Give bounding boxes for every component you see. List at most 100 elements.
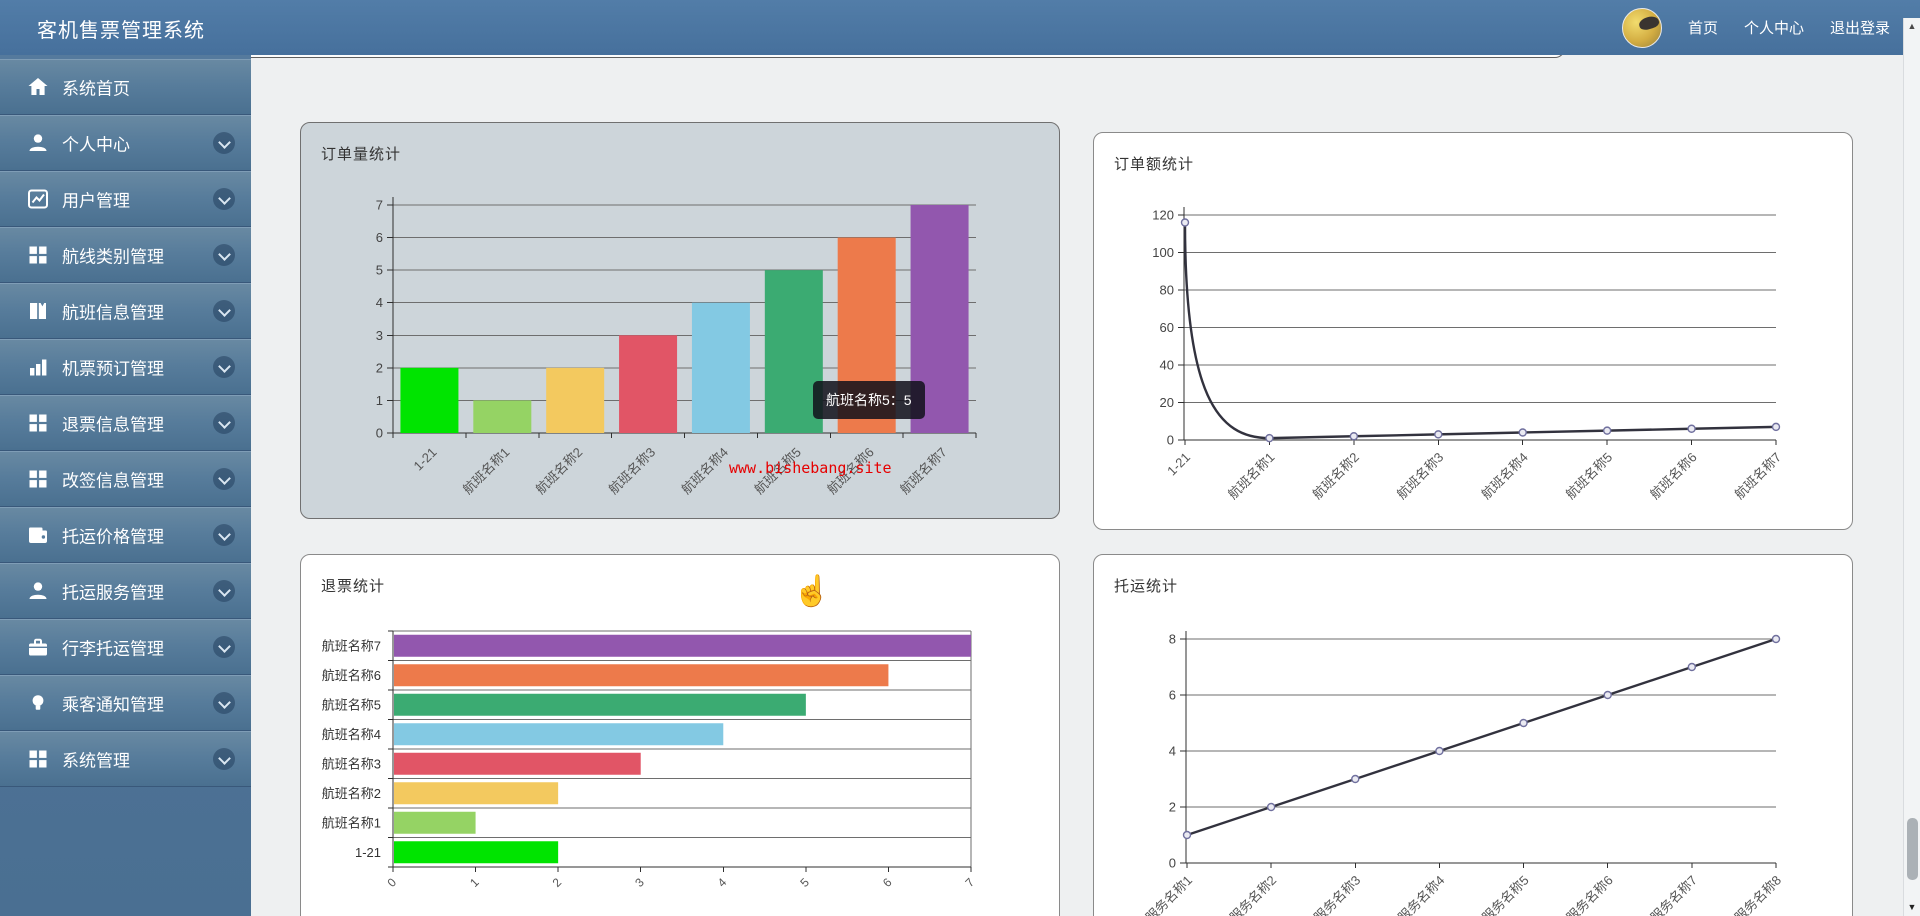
sidebar-item-label: 系统首页 [62,79,130,99]
nav-link-2[interactable]: 退出登录 [1829,20,1890,37]
sidebar-item-9[interactable]: 托运服务管理 [0,563,251,619]
svg-text:航班名称7: 航班名称7 [897,445,949,497]
nav-link-1[interactable]: 个人中心 [1743,20,1804,37]
chevron-down-icon[interactable] [213,188,235,210]
svg-text:航班名称4: 航班名称4 [679,445,731,497]
sidebar: 系统首页个人中心用户管理航线类别管理 航班信息管理 机票预订管理 退票信息管理 改签信息… [0,55,251,916]
chevron-down-icon[interactable] [213,524,235,546]
sidebar-item-label: 退票信息管理 [62,415,164,435]
svg-text:航班名称7: 航班名称7 [322,638,381,653]
sidebar-item-4[interactable]: 航班信息管理 [0,283,251,339]
chevron-down-icon[interactable] [213,412,235,434]
svg-text:1-21: 1-21 [411,445,440,474]
sidebar-item-11[interactable]: 乘客通知管理 [0,675,251,731]
svg-text:3: 3 [632,875,647,890]
order-amount-panel: 订单额统计 0 20 40 60 80 100 120 1-21 航班名称1 航班名称2 航班名称3… [1093,132,1853,530]
sidebar-item-label: 航班信息管理 [62,303,164,323]
watermark-text: www.bishebang.site [729,459,892,477]
line-chart-icon [26,187,50,211]
svg-text:20: 20 [1160,395,1174,410]
svg-text:6: 6 [376,230,383,245]
order-quantity-panel: 订单量统计 0 1 2 3 4 5 6 7 1-21 航班名称1 航班名称2 航班名称3 航班名称4 航班… [300,122,1060,519]
svg-text:40: 40 [1160,358,1174,373]
navbar-right: 首页 个人中心 退出登录 [1621,0,1890,55]
sidebar-item-7[interactable]: 改签信息管理 [0,451,251,507]
svg-text:0: 0 [1167,433,1174,448]
scrollbar-thumb[interactable] [1907,818,1918,880]
svg-text:航班名称1: 航班名称1 [1225,450,1277,502]
user-icon [26,579,50,603]
svg-text:航班名称6: 航班名称6 [1647,450,1699,502]
chevron-down-icon[interactable] [213,636,235,658]
sidebar-item-label: 系统管理 [62,751,130,771]
wallet-icon [26,523,50,547]
sidebar-item-label: 航线类别管理 [62,247,164,267]
svg-text:航班名称5: 航班名称5 [1563,450,1615,502]
home-icon [26,75,50,99]
svg-text:航班名称3: 航班名称3 [606,445,658,497]
svg-text:服务名称6: 服务名称6 [1563,873,1615,916]
order-amount-chart[interactable]: 0 20 40 60 80 100 120 1-21 航班名称1 航班名称2 航班名称3 航班名称4 航… [1094,133,1854,531]
scrollbar-down-arrow-icon[interactable]: ▼ [1907,902,1917,912]
book-icon [26,299,50,323]
svg-text:8: 8 [1169,632,1176,647]
sidebar-item-10[interactable]: 行李托运管理 [0,619,251,675]
sidebar-item-12[interactable]: 系统管理 [0,731,251,787]
sidebar-item-2[interactable]: 用户管理 [0,171,251,227]
sidebar-item-3[interactable]: 航线类别管理 [0,227,251,283]
svg-text:航班名称7: 航班名称7 [1732,450,1784,502]
sidebar-item-8[interactable]: 托运价格管理 [0,507,251,563]
svg-text:7: 7 [376,198,383,213]
baggage-panel: 托运统计 0 2 4 6 8 服务名称1 服务名称2 服务名称3 服务名称4 服务名称5 服务名称6… [1093,554,1853,916]
svg-text:航班名称3: 航班名称3 [1394,450,1446,502]
svg-text:服务名称8: 服务名称8 [1732,873,1784,916]
svg-text:0: 0 [376,426,383,441]
svg-text:航班名称1: 航班名称1 [322,815,381,830]
svg-text:100: 100 [1152,245,1174,260]
baggage-chart[interactable]: 0 2 4 6 8 服务名称1 服务名称2 服务名称3 服务名称4 服务名称5 服务名称6 服务名称7… [1094,555,1854,916]
sidebar-item-label: 改签信息管理 [62,471,164,491]
refund-panel: 退票统计 航班名称7 航班名称6 航班名称5 航班名称4 航班名称3 航班名称2 航班名称1… [300,554,1060,916]
grid-icon [26,747,50,771]
scrollbar[interactable]: ▲ ▼ [1903,18,1920,916]
svg-text:7: 7 [962,875,977,890]
sidebar-item-0[interactable]: 系统首页 [0,59,251,115]
sidebar-item-1[interactable]: 个人中心 [0,115,251,171]
chevron-down-icon[interactable] [213,580,235,602]
svg-text:服务名称3: 服务名称3 [1311,873,1363,916]
chevron-down-icon[interactable] [213,356,235,378]
chevron-down-icon[interactable] [213,468,235,490]
chevron-down-icon[interactable] [213,748,235,770]
svg-text:2: 2 [550,875,565,890]
nav-link-0[interactable]: 首页 [1687,20,1718,37]
svg-text:1: 1 [467,875,482,890]
svg-text:服务名称5: 服务名称5 [1479,873,1531,916]
svg-text:航班名称5: 航班名称5 [322,697,381,712]
sidebar-item-label: 乘客通知管理 [62,695,164,715]
svg-text:服务名称2: 服务名称2 [1227,873,1279,916]
chevron-down-icon[interactable] [213,132,235,154]
briefcase-icon [26,635,50,659]
svg-text:航班名称4: 航班名称4 [322,727,381,742]
svg-text:航班名称2: 航班名称2 [533,445,585,497]
svg-text:航班名称1: 航班名称1 [460,445,512,497]
refund-chart[interactable]: 航班名称7 航班名称6 航班名称5 航班名称4 航班名称3 航班名称2 航班名称1 1-210… [301,555,1061,916]
sidebar-item-label: 用户管理 [62,191,130,211]
svg-text:5: 5 [797,875,812,890]
user-icon [26,131,50,155]
chevron-down-icon[interactable] [213,300,235,322]
svg-text:6: 6 [880,875,895,890]
chevron-down-icon[interactable] [213,244,235,266]
sidebar-item-6[interactable]: 退票信息管理 [0,395,251,451]
sidebar-item-label: 个人中心 [62,135,130,155]
scrollbar-up-arrow-icon[interactable]: ▲ [1907,21,1917,31]
sidebar-item-5[interactable]: 机票预订管理 [0,339,251,395]
avatar[interactable] [1621,7,1662,48]
navbar-links: 首页 个人中心 退出登录 [1688,17,1890,38]
grid-icon [26,243,50,267]
svg-text:服务名称4: 服务名称4 [1395,873,1447,916]
chevron-down-icon[interactable] [213,692,235,714]
sidebar-item-label: 机票预订管理 [62,359,164,379]
